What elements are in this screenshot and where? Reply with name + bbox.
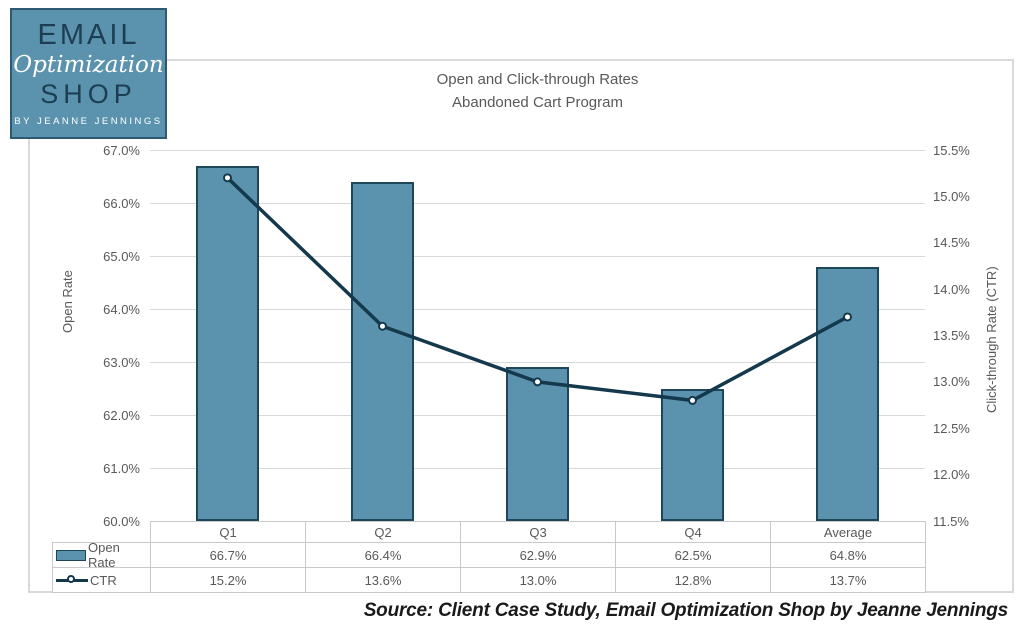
table-value-cell: 13.6% bbox=[305, 567, 461, 593]
brand-logo: EMAIL Optimization SHOP BY JEANNE JENNIN… bbox=[10, 8, 167, 139]
open-rate-bar bbox=[196, 165, 259, 521]
ctr-legend-icon bbox=[56, 574, 88, 586]
open-rate-bar bbox=[816, 266, 879, 521]
series-name: Open Rate bbox=[88, 540, 120, 570]
table-value-cell: 64.8% bbox=[770, 542, 926, 568]
gridline bbox=[150, 361, 925, 363]
chart-subtitle: Abandoned Cart Program bbox=[452, 94, 623, 111]
right-axis-tick: 12.5% bbox=[933, 420, 970, 436]
open-rate-bar bbox=[661, 388, 724, 521]
left-axis-tick: 65.0% bbox=[103, 248, 140, 264]
logo-byline-text: BY JEANNE JENNINGS bbox=[14, 116, 163, 127]
table-value-cell: 66.4% bbox=[305, 542, 461, 568]
ctr-marker bbox=[533, 377, 542, 387]
gridline bbox=[150, 255, 925, 257]
table-category-header: Q3 bbox=[460, 521, 616, 543]
chart-title: Open and Click-through Rates bbox=[436, 71, 639, 88]
left-axis-tick: 62.0% bbox=[103, 407, 140, 423]
table-value-cell: 62.5% bbox=[615, 542, 771, 568]
logo-email-text: EMAIL bbox=[37, 19, 140, 51]
gridline bbox=[150, 308, 925, 310]
right-axis-tick: 15.5% bbox=[933, 142, 970, 158]
table-legend-cell: CTR bbox=[52, 567, 151, 593]
table-value-cell: 62.9% bbox=[460, 542, 616, 568]
left-axis-tick: 67.0% bbox=[103, 142, 140, 158]
right-axis-tick: 14.0% bbox=[933, 281, 970, 297]
right-axis-tick: 13.0% bbox=[933, 374, 970, 390]
open-rate-bar bbox=[351, 181, 414, 521]
logo-optimization-text: Optimization bbox=[13, 52, 164, 78]
right-axis-tick: 11.5% bbox=[933, 513, 969, 529]
right-axis-tick: 12.0% bbox=[933, 467, 970, 483]
left-axis-tick: 66.0% bbox=[103, 195, 140, 211]
chart-title-block: Open and Click-through Rates Abandoned C… bbox=[150, 68, 925, 114]
left-axis-tick: 61.0% bbox=[103, 460, 140, 476]
table-category-header: Q4 bbox=[615, 521, 771, 543]
ctr-marker bbox=[378, 321, 387, 331]
gridline bbox=[150, 149, 925, 151]
right-axis-tick: 14.5% bbox=[933, 235, 970, 251]
ctr-line-chart bbox=[223, 173, 852, 405]
source-note: Source: Client Case Study, Email Optimiz… bbox=[363, 600, 1008, 621]
table-category-header: Q2 bbox=[305, 521, 461, 543]
table-value-cell: 13.7% bbox=[770, 567, 926, 593]
table-value-cell: 15.2% bbox=[150, 567, 306, 593]
gridline bbox=[150, 202, 925, 204]
table-category-header: Q1 bbox=[150, 521, 306, 543]
series-name: CTR bbox=[90, 572, 117, 588]
right-axis-tick: 13.5% bbox=[933, 328, 970, 343]
table-legend-cell: Open Rate bbox=[52, 540, 151, 570]
ctr-marker bbox=[688, 395, 697, 405]
logo-shop-text: SHOP bbox=[40, 79, 137, 109]
open-rate-bar bbox=[506, 367, 569, 521]
left-axis-tick: 63.0% bbox=[103, 354, 140, 370]
table-value-cell: 13.0% bbox=[460, 567, 616, 593]
ctr-marker bbox=[843, 312, 852, 322]
open-rate-legend-icon bbox=[56, 549, 86, 561]
table-category-header: Average bbox=[770, 521, 926, 543]
table-value-cell: 12.8% bbox=[615, 567, 771, 593]
ctr-line bbox=[226, 176, 849, 403]
left-axis-tick: 64.0% bbox=[103, 301, 140, 317]
ctr-marker bbox=[223, 173, 232, 183]
right-axis-tick: 15.0% bbox=[933, 188, 970, 204]
left-axis-tick: 60.0% bbox=[103, 513, 140, 529]
table-value-cell: 66.7% bbox=[150, 542, 306, 568]
